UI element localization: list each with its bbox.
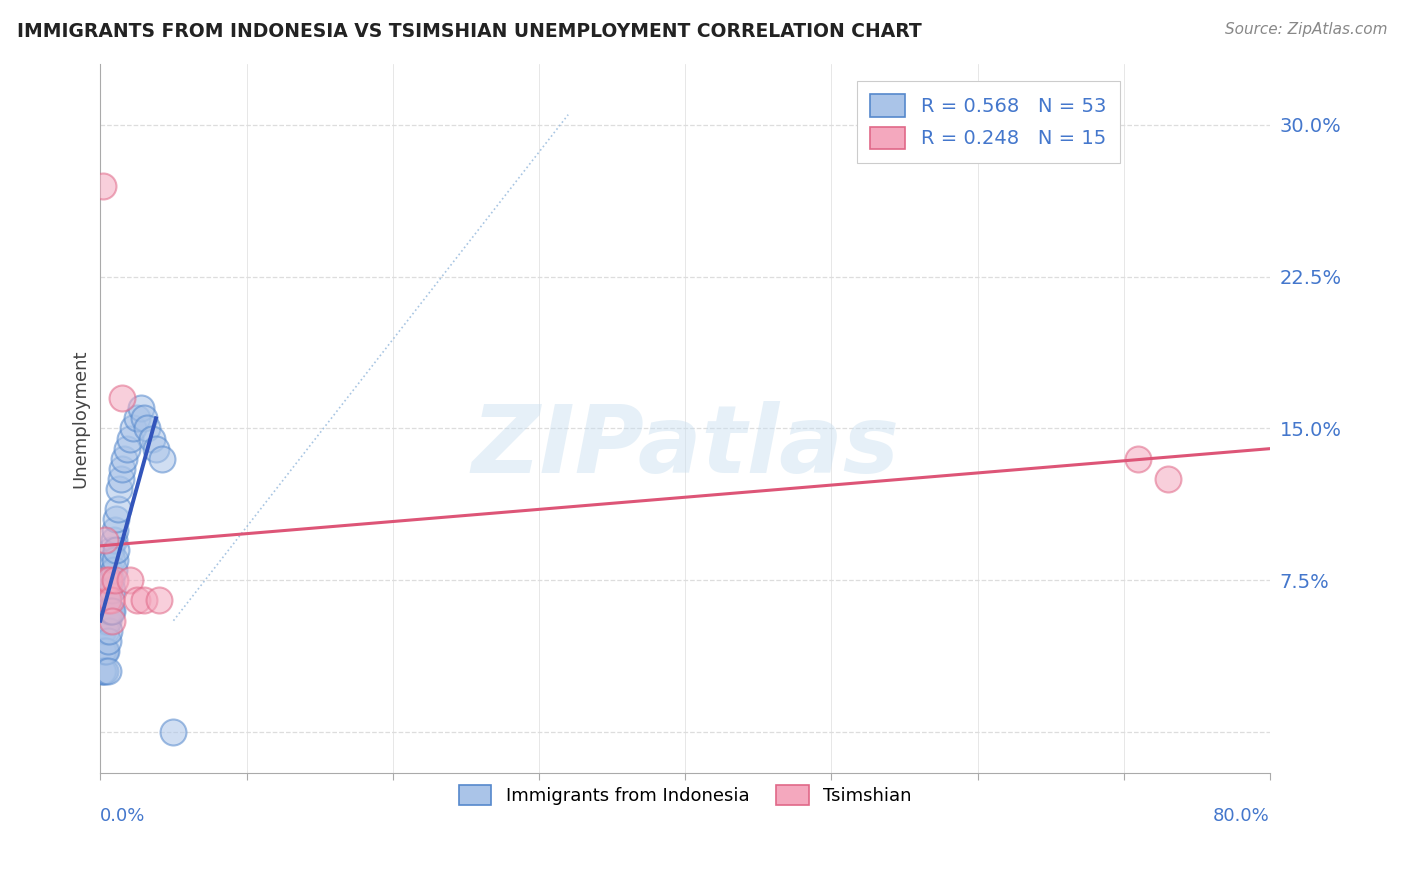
Point xyxy=(104,573,127,587)
Point xyxy=(104,523,127,537)
Point xyxy=(101,614,124,628)
Point xyxy=(141,432,163,446)
Point xyxy=(90,624,112,638)
Point xyxy=(91,604,114,618)
Point xyxy=(97,593,120,607)
Point xyxy=(110,472,132,486)
Point xyxy=(108,482,131,496)
Point xyxy=(91,624,114,638)
Point xyxy=(98,604,121,618)
Point xyxy=(93,644,115,658)
Point xyxy=(101,583,124,598)
Point xyxy=(105,542,128,557)
Point xyxy=(97,604,120,618)
Point xyxy=(97,665,120,679)
Point xyxy=(1128,451,1150,466)
Point xyxy=(129,401,152,416)
Point xyxy=(98,624,121,638)
Point xyxy=(118,573,141,587)
Point xyxy=(118,432,141,446)
Point xyxy=(91,665,114,679)
Point xyxy=(98,573,121,587)
Point xyxy=(100,542,122,557)
Point xyxy=(93,533,115,547)
Point xyxy=(96,624,118,638)
Point xyxy=(101,553,124,567)
Point xyxy=(90,644,112,658)
Point xyxy=(91,178,114,193)
Point xyxy=(97,634,120,648)
Point xyxy=(162,725,184,739)
Point xyxy=(136,421,159,435)
Point xyxy=(115,442,138,456)
Legend: Immigrants from Indonesia, Tsimshian: Immigrants from Indonesia, Tsimshian xyxy=(450,775,921,814)
Text: ZIPatlas: ZIPatlas xyxy=(471,401,900,492)
Point xyxy=(107,502,129,516)
Point xyxy=(93,614,115,628)
Point xyxy=(112,451,135,466)
Point xyxy=(100,604,122,618)
Point xyxy=(98,583,121,598)
Point xyxy=(101,604,124,618)
Point xyxy=(100,593,122,607)
Point xyxy=(148,593,170,607)
Point xyxy=(111,391,134,405)
Point xyxy=(96,593,118,607)
Point xyxy=(97,614,120,628)
Point xyxy=(125,411,148,425)
Text: 0.0%: 0.0% xyxy=(100,806,146,824)
Point xyxy=(103,563,125,577)
Text: IMMIGRANTS FROM INDONESIA VS TSIMSHIAN UNEMPLOYMENT CORRELATION CHART: IMMIGRANTS FROM INDONESIA VS TSIMSHIAN U… xyxy=(17,22,921,41)
Y-axis label: Unemployment: Unemployment xyxy=(72,349,89,488)
Point xyxy=(93,583,115,598)
Point xyxy=(91,644,114,658)
Point xyxy=(98,563,121,577)
Point xyxy=(104,553,127,567)
Text: 80.0%: 80.0% xyxy=(1213,806,1270,824)
Point xyxy=(96,644,118,658)
Point xyxy=(93,604,115,618)
Point xyxy=(105,512,128,526)
Point xyxy=(1156,472,1178,486)
Point xyxy=(97,583,120,598)
Point xyxy=(134,411,156,425)
Point xyxy=(111,462,134,476)
Point xyxy=(125,593,148,607)
Point xyxy=(96,614,118,628)
Text: Source: ZipAtlas.com: Source: ZipAtlas.com xyxy=(1225,22,1388,37)
Point xyxy=(103,533,125,547)
Point xyxy=(93,665,115,679)
Point xyxy=(96,573,118,587)
Point xyxy=(134,593,156,607)
Point xyxy=(150,451,173,466)
Point xyxy=(100,573,122,587)
Point xyxy=(145,442,167,456)
Point xyxy=(90,665,112,679)
Point xyxy=(121,421,143,435)
